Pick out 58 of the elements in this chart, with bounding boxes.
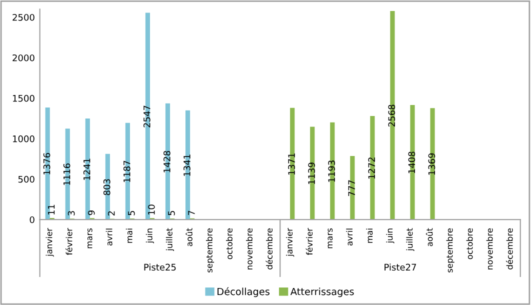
y-tick-label: 1500 xyxy=(12,94,34,102)
x-tick-label: septembre xyxy=(206,228,214,272)
data-label: 1272 xyxy=(368,158,375,179)
x-tick-label: décembre xyxy=(266,228,273,270)
data-label: 1408 xyxy=(408,152,416,174)
data-label: 1187 xyxy=(123,160,130,182)
x-tick-label: août xyxy=(426,228,433,246)
data-label: 1369 xyxy=(428,153,436,175)
x-tick-label: juillet xyxy=(406,228,414,252)
data-label: 803 xyxy=(103,179,110,196)
data-label: 10 xyxy=(148,204,155,215)
data-label: 1116 xyxy=(63,164,70,185)
x-tick-label: février xyxy=(65,228,72,256)
x-tick-label: septembre xyxy=(446,228,454,272)
x-tick-label: juin xyxy=(386,228,394,244)
data-label: 2 xyxy=(108,211,115,216)
x-tick-label: mars xyxy=(328,228,333,248)
x-tick-label: janvier xyxy=(46,228,54,257)
x-tick-label: décembre xyxy=(506,228,513,270)
x-tick-label: février xyxy=(306,228,313,256)
x-tick-label: juillet xyxy=(166,228,174,252)
data-label: 2547 xyxy=(144,106,150,128)
data-label: 9 xyxy=(88,210,95,216)
x-tick-label: août xyxy=(186,228,192,246)
x-tick-label: novembre xyxy=(246,228,252,270)
text: Piste27 xyxy=(384,264,416,271)
data-label: 1376 xyxy=(43,152,50,174)
data-label: 5 xyxy=(168,211,175,216)
data-label: 2568 xyxy=(388,104,396,126)
x-tick-label: octobre xyxy=(226,228,232,260)
x-tick-label: avril xyxy=(106,228,112,246)
text: Piste25 xyxy=(144,264,176,271)
data-label: 777 xyxy=(348,180,355,196)
x-tick-label: avril xyxy=(346,228,353,246)
data-label: 1193 xyxy=(328,160,336,182)
x-tick-label: mai xyxy=(366,228,373,243)
legend-label: Décollages xyxy=(218,287,270,298)
data-label: 11 xyxy=(48,204,55,214)
y-tick-label: 1000 xyxy=(12,135,34,142)
data-label: 1371 xyxy=(288,153,295,175)
data-label: 1428 xyxy=(164,150,170,172)
x-tick-label: mai xyxy=(126,228,132,243)
data-label: 1341 xyxy=(184,154,190,176)
y-tick-label: 500 xyxy=(18,176,34,183)
x-tick-label: novembre xyxy=(486,228,493,270)
y-tick-label: 2500 xyxy=(12,14,34,21)
y-tick-label: 0 xyxy=(30,216,34,224)
data-label: 1241 xyxy=(83,158,90,180)
data-label: 3 xyxy=(68,211,75,216)
x-tick-label: octobre xyxy=(466,228,473,260)
x-tick-label: mars xyxy=(88,228,92,248)
x-tick-label: janvier xyxy=(286,228,294,257)
data-label: 5 xyxy=(128,211,135,216)
data-label: 7 xyxy=(188,210,195,216)
data-label: 1139 xyxy=(308,162,315,184)
legend-label: Atterrissages xyxy=(290,288,354,298)
y-tick-label: 2000 xyxy=(12,54,34,62)
x-tick-label: juin xyxy=(146,228,154,244)
